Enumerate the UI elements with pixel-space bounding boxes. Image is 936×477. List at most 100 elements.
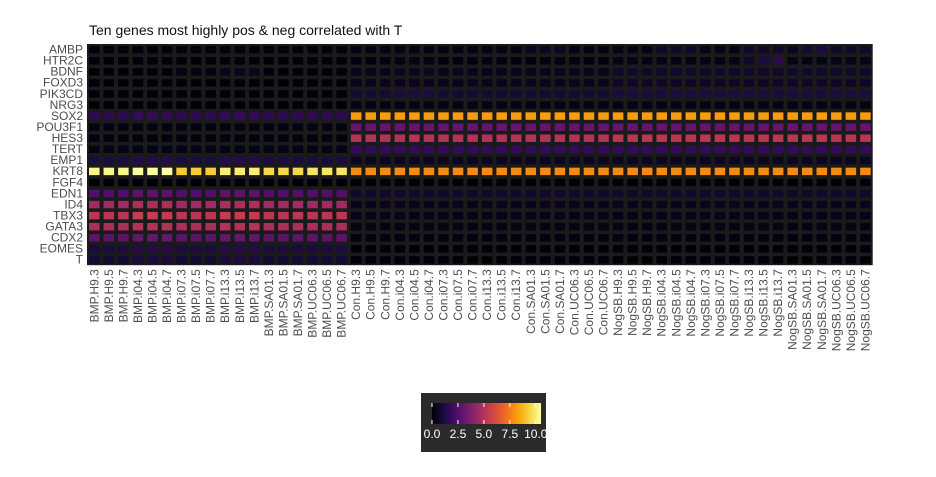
heatmap-cell: [423, 134, 435, 142]
heatmap-cell: [540, 46, 551, 54]
heatmap-cell: [118, 211, 129, 220]
heatmap-cell: [816, 178, 828, 187]
heatmap-cell: [845, 178, 857, 187]
x-tick-label: NogSB.SA01.7: [815, 269, 829, 350]
heatmap-cell: [816, 222, 828, 231]
heatmap-cell: [656, 189, 667, 198]
heatmap-cell: [89, 222, 100, 231]
heatmap-cell: [700, 90, 711, 98]
x-tick-label: NogSB.SA01.5: [800, 269, 814, 350]
heatmap-cell: [845, 134, 857, 142]
heatmap-cell: [205, 112, 216, 120]
heatmap-cell: [321, 211, 333, 220]
heatmap-cell: [801, 134, 813, 142]
heatmap-cell: [394, 156, 406, 165]
heatmap-cell: [234, 79, 246, 87]
heatmap-cell: [103, 101, 115, 109]
heatmap-cell: [816, 234, 828, 242]
heatmap-cell: [321, 234, 333, 242]
heatmap-cell: [641, 156, 653, 165]
heatmap-cell: [510, 178, 522, 187]
heatmap-cell: [772, 156, 784, 165]
heatmap-cell: [540, 145, 551, 153]
heatmap-cell: [292, 167, 304, 176]
heatmap-cell: [292, 68, 304, 76]
heatmap-cell: [758, 145, 769, 153]
heatmap-cell: [103, 57, 115, 65]
heatmap-cell: [714, 112, 726, 120]
heatmap-cell: [423, 101, 435, 109]
heatmap-cell: [321, 189, 333, 198]
x-tick-label: NogSB.i13.3: [742, 269, 756, 337]
heatmap-cell: [409, 189, 420, 198]
heatmap-cell: [700, 200, 711, 209]
heatmap-cell: [190, 57, 202, 65]
heatmap-cell: [190, 68, 202, 76]
heatmap-cell: [423, 200, 435, 209]
heatmap-cell: [103, 167, 115, 176]
y-tick-label: EOMES: [40, 242, 83, 256]
heatmap-cell: [234, 123, 246, 131]
heatmap-cell: [685, 256, 697, 264]
heatmap-cell: [627, 112, 638, 120]
heatmap-cell: [176, 57, 187, 65]
heatmap-cell: [758, 234, 769, 242]
heatmap-cell: [583, 189, 595, 198]
heatmap-cell: [336, 211, 347, 220]
heatmap-cell: [409, 68, 420, 76]
y-tick-label: KRT8: [53, 164, 84, 178]
heatmap-cell: [860, 200, 871, 209]
heatmap-cell: [467, 57, 478, 65]
heatmap-cell: [249, 222, 260, 231]
heatmap-cell: [685, 178, 697, 187]
heatmap-cell: [249, 123, 260, 131]
heatmap-cell: [831, 123, 842, 131]
heatmap-cell: [700, 79, 711, 87]
heatmap-cell: [452, 156, 464, 165]
x-tick-label: NogSB.i04.3: [655, 269, 669, 337]
heatmap-cell: [292, 145, 304, 153]
heatmap-cell: [380, 178, 391, 187]
heatmap-cell: [598, 145, 609, 153]
heatmap-cell: [118, 101, 129, 109]
heatmap-cell: [714, 222, 726, 231]
heatmap-cell: [816, 167, 828, 176]
heatmap-panel: [87, 44, 873, 266]
heatmap-cell: [860, 211, 871, 220]
heatmap-cell: [350, 222, 362, 231]
heatmap-cell: [438, 256, 449, 264]
heatmap-cell: [219, 167, 231, 176]
heatmap-cell: [438, 101, 449, 109]
heatmap-cell: [380, 123, 391, 131]
heatmap-cell: [540, 68, 551, 76]
heatmap-cell: [132, 112, 144, 120]
heatmap-cell: [423, 234, 435, 242]
x-tick-label: Con.UC06.5: [582, 269, 596, 335]
heatmap-cell: [685, 200, 697, 209]
heatmap-cell: [249, 90, 260, 98]
heatmap-cell: [190, 211, 202, 220]
x-tick-label: BMP.i07.3: [175, 269, 189, 323]
heatmap-cell: [583, 222, 595, 231]
x-tick-label: BMP.H9.3: [87, 269, 101, 322]
heatmap-cell: [423, 256, 435, 264]
heatmap-cell: [350, 112, 362, 120]
heatmap-cell: [714, 68, 726, 76]
heatmap-cell: [772, 167, 784, 176]
heatmap-cell: [147, 222, 158, 231]
heatmap-cell: [743, 234, 755, 242]
heatmap-cell: [540, 245, 551, 253]
x-tick-label: Con.i04.3: [393, 269, 407, 321]
heatmap-cell: [787, 222, 798, 231]
heatmap-cell: [190, 90, 202, 98]
heatmap-cell: [612, 123, 624, 131]
heatmap-cell: [612, 222, 624, 231]
heatmap-cell: [641, 101, 653, 109]
heatmap-cell: [583, 178, 595, 187]
heatmap-cell: [452, 79, 464, 87]
heatmap-cell: [176, 256, 187, 264]
heatmap-cell: [671, 256, 682, 264]
heatmap-cell: [467, 101, 478, 109]
heatmap-cell: [845, 145, 857, 153]
heatmap-cell: [147, 234, 158, 242]
